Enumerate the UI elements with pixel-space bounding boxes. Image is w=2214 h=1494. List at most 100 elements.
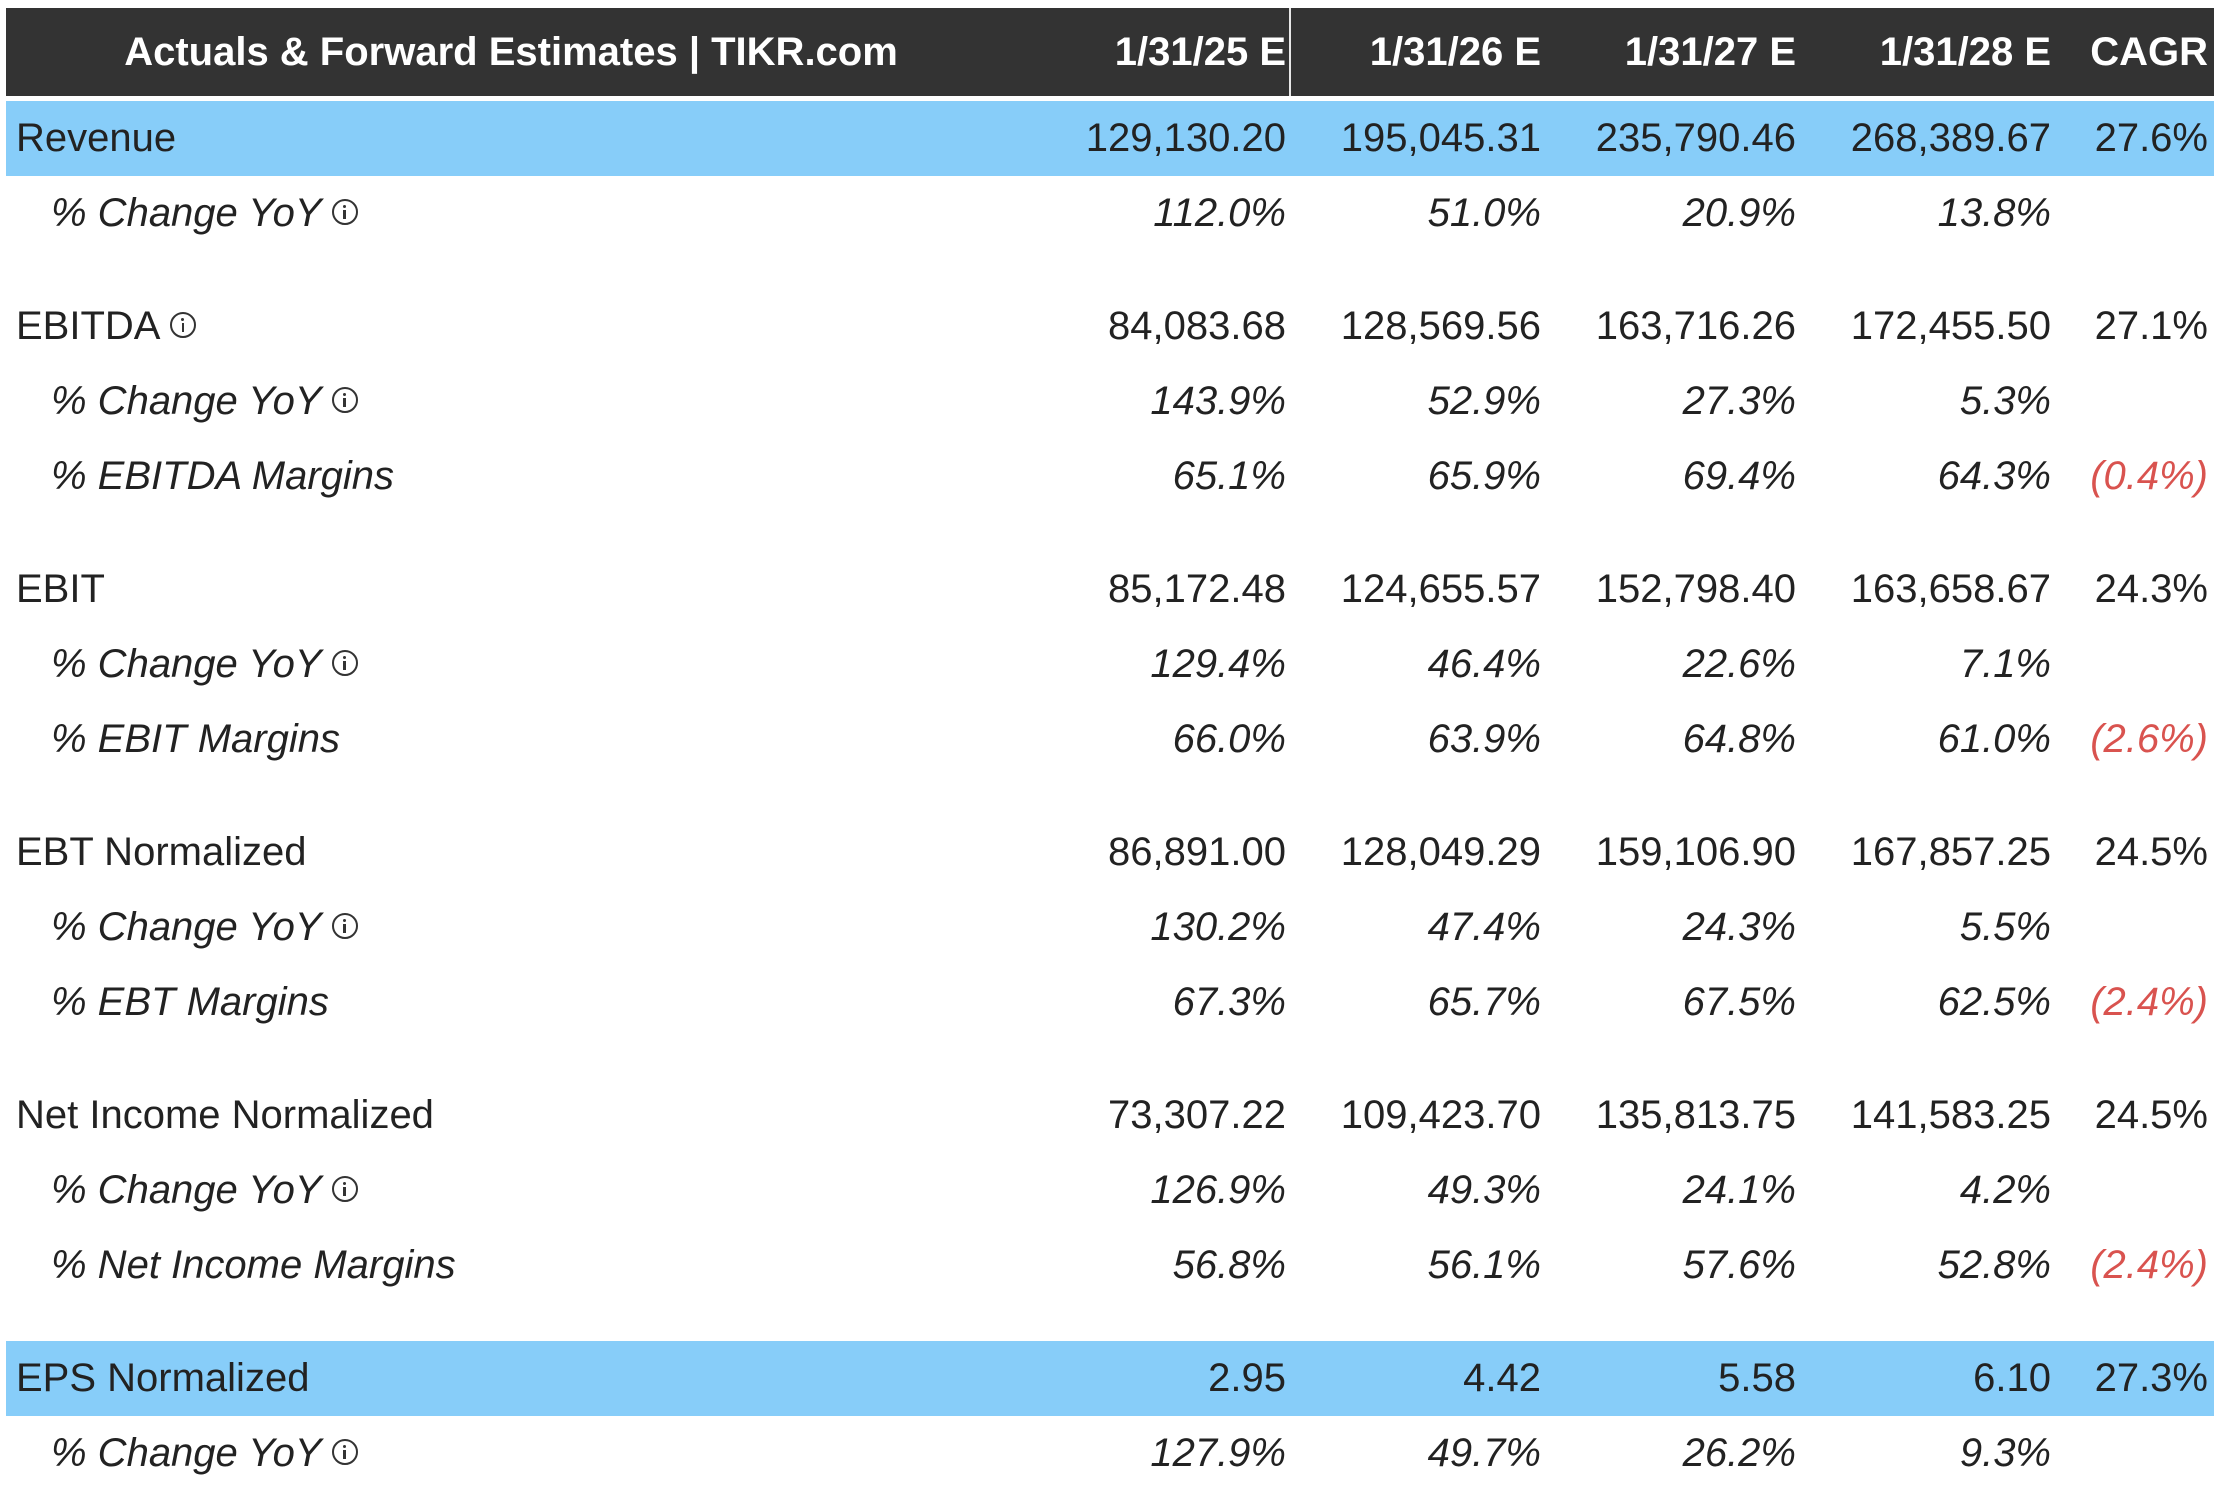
row-label: % Change YoY	[51, 627, 358, 702]
cell-value: 129.4%	[1150, 642, 1286, 686]
row-label: EBIT	[16, 567, 105, 611]
table-row-eps-normalized: EPS Normalized 2.95 4.42 5.58 6.10 27.3%	[6, 1341, 2214, 1416]
row-label: % EBT Margins	[51, 980, 329, 1024]
table-row-revenue: Revenue 129,130.20 195,045.31 235,790.46…	[6, 101, 2214, 176]
row-label: % Change YoY	[51, 890, 358, 965]
cell-value: 62.5%	[1937, 980, 2051, 1024]
row-label: % Change YoY	[51, 364, 358, 439]
cell-value: 4.2%	[1959, 1168, 2051, 1212]
row-label-text: % Change YoY	[51, 379, 322, 423]
cell-value: 49.3%	[1427, 1168, 1541, 1212]
cell-cagr: 27.1%	[2094, 304, 2208, 348]
cell-value: 85,172.48	[1108, 567, 1286, 611]
row-label: % Net Income Margins	[51, 1243, 456, 1287]
table-row-eps-change-yoy: % Change YoY 127.9% 49.7% 26.2% 9.3%	[6, 1416, 2214, 1491]
cell-cagr-negative: (0.4%)	[2090, 454, 2208, 498]
table-row-revenue-change-yoy: % Change YoY 112.0% 51.0% 20.9% 13.8%	[6, 176, 2214, 251]
cell-value: 52.9%	[1427, 379, 1541, 423]
cell-value: 143.9%	[1150, 379, 1286, 423]
cell-value: 65.9%	[1427, 454, 1541, 498]
info-icon[interactable]	[331, 1176, 358, 1203]
cell-cagr: 27.6%	[2094, 116, 2208, 160]
row-label: EBT Normalized	[16, 830, 307, 874]
cell-value: 24.3%	[1682, 905, 1796, 949]
cell-value: 152,798.40	[1595, 567, 1796, 611]
info-icon[interactable]	[170, 312, 197, 339]
table-row-ebt-normalized: EBT Normalized 86,891.00 128,049.29 159,…	[6, 815, 2214, 890]
info-icon[interactable]	[331, 199, 358, 226]
row-spacer	[6, 251, 2214, 289]
cell-value: 52.8%	[1937, 1243, 2051, 1287]
cell-value: 127.9%	[1150, 1431, 1286, 1475]
cell-value: 24.1%	[1682, 1168, 1796, 1212]
cell-value: 61.0%	[1937, 717, 2051, 761]
cell-value: 64.8%	[1682, 717, 1796, 761]
cell-value: 167,857.25	[1850, 830, 2051, 874]
table-header: Actuals & Forward Estimates | TIKR.com 1…	[6, 8, 2214, 96]
row-label: % Change YoY	[51, 176, 358, 251]
row-label-text: % Change YoY	[51, 1168, 322, 1212]
cell-value: 109,423.70	[1340, 1093, 1541, 1137]
cell-value: 128,569.56	[1340, 304, 1541, 348]
table-title: Actuals & Forward Estimates | TIKR.com	[124, 30, 898, 74]
cell-value: 128,049.29	[1340, 830, 1541, 874]
header-underline	[6, 96, 2214, 101]
column-header-cagr[interactable]: CAGR	[2090, 30, 2208, 74]
cell-value: 51.0%	[1427, 191, 1541, 235]
cell-cagr-negative: (2.4%)	[2090, 1243, 2208, 1287]
cell-cagr: 27.3%	[2094, 1356, 2208, 1400]
table-row-net-income-margins: % Net Income Margins 56.8% 56.1% 57.6% 5…	[6, 1228, 2214, 1303]
table-row-net-income-change-yoy: % Change YoY 126.9% 49.3% 24.1% 4.2%	[6, 1153, 2214, 1228]
header-divider	[1289, 8, 1291, 96]
info-icon[interactable]	[331, 650, 358, 677]
cell-value: 47.4%	[1427, 905, 1541, 949]
cell-value: 6.10	[1973, 1356, 2051, 1400]
info-icon[interactable]	[331, 387, 358, 414]
row-label: % Change YoY	[51, 1153, 358, 1228]
table-row-ebt-margins: % EBT Margins 67.3% 65.7% 67.5% 62.5% (2…	[6, 965, 2214, 1040]
table-row-ebit: EBIT 85,172.48 124,655.57 152,798.40 163…	[6, 552, 2214, 627]
cell-value: 84,083.68	[1108, 304, 1286, 348]
cell-value: 129,130.20	[1085, 116, 1286, 160]
cell-value: 56.8%	[1172, 1243, 1286, 1287]
info-icon[interactable]	[331, 913, 358, 940]
cell-value: 159,106.90	[1595, 830, 1796, 874]
cell-value: 235,790.46	[1595, 116, 1796, 160]
cell-value: 135,813.75	[1595, 1093, 1796, 1137]
cell-value: 5.58	[1718, 1356, 1796, 1400]
row-label-text: % Change YoY	[51, 191, 322, 235]
cell-value: 141,583.25	[1850, 1093, 2051, 1137]
cell-cagr: 24.5%	[2094, 830, 2208, 874]
cell-value: 4.42	[1463, 1356, 1541, 1400]
cell-cagr: 24.3%	[2094, 567, 2208, 611]
estimates-table: Actuals & Forward Estimates | TIKR.com 1…	[6, 8, 2214, 1491]
cell-value: 268,389.67	[1850, 116, 2051, 160]
row-spacer	[6, 777, 2214, 815]
table-row-ebitda-change-yoy: % Change YoY 143.9% 52.9% 27.3% 5.3%	[6, 364, 2214, 439]
cell-value: 46.4%	[1427, 642, 1541, 686]
info-icon[interactable]	[331, 1439, 358, 1466]
cell-cagr-negative: (2.6%)	[2090, 717, 2208, 761]
cell-value: 9.3%	[1959, 1431, 2051, 1475]
column-header-1-31-25[interactable]: 1/31/25 E	[1114, 30, 1286, 74]
column-header-1-31-26[interactable]: 1/31/26 E	[1369, 30, 1541, 74]
cell-value: 5.3%	[1959, 379, 2051, 423]
cell-value: 66.0%	[1172, 717, 1286, 761]
cell-value: 124,655.57	[1340, 567, 1541, 611]
table-row-ebit-margins: % EBIT Margins 66.0% 63.9% 64.8% 61.0% (…	[6, 702, 2214, 777]
column-header-1-31-27[interactable]: 1/31/27 E	[1624, 30, 1796, 74]
cell-value: 130.2%	[1150, 905, 1286, 949]
cell-value: 22.6%	[1682, 642, 1796, 686]
row-spacer	[6, 1303, 2214, 1341]
column-header-1-31-28[interactable]: 1/31/28 E	[1879, 30, 2051, 74]
row-label: % EBITDA Margins	[51, 454, 395, 498]
table-row-ebt-change-yoy: % Change YoY 130.2% 47.4% 24.3% 5.5%	[6, 890, 2214, 965]
row-spacer	[6, 514, 2214, 552]
cell-value: 7.1%	[1959, 642, 2051, 686]
cell-value: 73,307.22	[1108, 1093, 1286, 1137]
cell-value: 172,455.50	[1850, 304, 2051, 348]
cell-value: 57.6%	[1682, 1243, 1796, 1287]
cell-value: 49.7%	[1427, 1431, 1541, 1475]
row-label: % Change YoY	[51, 1416, 358, 1491]
cell-value: 195,045.31	[1340, 116, 1541, 160]
